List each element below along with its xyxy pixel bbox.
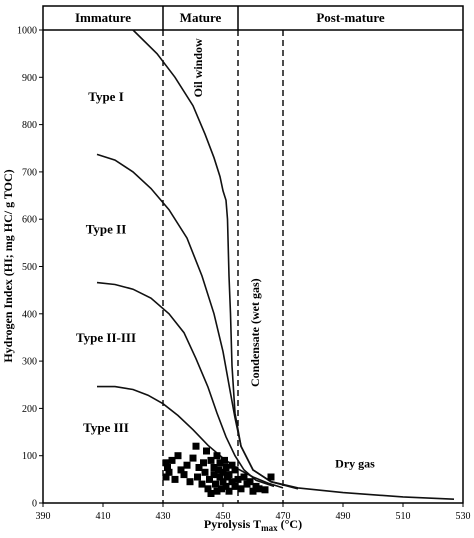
x-tick-label: 390 [36,511,51,522]
y-tick-label: 400 [22,309,37,320]
x-tick-label: 490 [336,511,351,522]
sample-point [267,473,275,481]
sample-point [228,461,236,469]
y-axis-label: Hydrogen Index (HI; mg HC/ g TOC) [1,169,15,362]
sample-point [162,473,170,481]
y-tick-label: 900 [22,73,37,84]
sample-point [219,478,227,486]
sample-point [198,480,206,488]
kerogen-type-label: Type II [86,221,127,236]
dry-gas-label: Dry gas [335,457,375,471]
x-axis-label-sub: max [261,523,278,533]
kerogen-type-label: Type III [83,420,129,435]
sample-point [183,461,191,469]
sample-point [222,464,230,471]
sample-point [225,487,233,495]
sample-point [221,456,228,464]
x-tick-label: 410 [96,511,111,522]
sample-point [194,473,201,481]
y-tick-label: 0 [32,499,37,510]
sample-point [195,464,203,471]
sample-point [216,473,224,481]
sample-point [206,475,213,483]
sample-point [255,485,263,493]
sample-point [249,487,257,495]
sample-point [164,464,171,471]
sample-point [168,456,176,464]
y-tick-label: 600 [22,215,37,226]
sample-point [186,478,194,486]
sample-point [218,485,225,493]
plot-frame [42,5,464,504]
kerogen-type-label: Type II-III [76,330,136,345]
y-tick-label: 500 [22,262,37,273]
sample-point [231,466,239,474]
x-tick-label: 470 [276,511,291,522]
curve-type-ii-iii [96,281,275,488]
sample-point [212,480,219,488]
oil-window-label: Oil window [191,38,205,97]
sample-point [204,485,212,493]
sample-point [210,471,218,479]
x-axis-label: Pyrolysis Tmax (°C) [204,517,302,533]
sample-point [225,471,233,479]
sample-point [216,459,224,467]
sample-point [222,482,230,490]
sample-point [201,468,209,476]
sample-point [246,478,254,486]
y-tick-label: 100 [22,451,37,462]
sample-point [165,468,173,476]
sample-point [162,459,170,467]
sample-point [174,452,182,460]
sample-point [200,459,207,467]
sample-point [231,482,239,490]
x-tick-label: 510 [396,511,411,522]
kerogen-type-label: Type I [88,89,124,104]
x-tick-label: 450 [216,511,231,522]
curve-type-i [132,29,455,500]
zone-label-0: Immature [75,10,131,25]
sample-point [234,475,242,483]
sample-point [261,486,269,494]
x-tick-label: 430 [156,511,171,522]
sample-point [210,464,218,471]
sample-point [228,478,236,486]
y-tick-label: 1000 [17,26,37,37]
x-tick-label: 530 [456,511,471,522]
sample-point [213,487,221,495]
x-axis-label-unit: (°C) [278,517,302,531]
curve-type-iii [97,385,284,489]
sample-point [213,452,221,460]
zone-label-1: Mature [180,10,222,25]
x-axis-label-main: Pyrolysis T [204,517,261,531]
sample-point [180,471,188,479]
sample-point [189,454,197,462]
sample-point [237,485,245,493]
sample-point [215,466,222,474]
sample-point [240,473,248,481]
zone-label-2: Post-mature [316,10,385,25]
sample-point [192,442,200,450]
y-tick-label: 800 [22,120,37,131]
sample-point [203,447,210,455]
y-tick-label: 300 [22,357,37,368]
curve-type-ii [96,153,299,490]
sample-point [177,466,185,474]
sample-point [207,490,215,497]
sample-point [207,456,215,464]
sample-point [171,475,179,483]
y-tick-label: 200 [22,404,37,415]
y-tick-label: 700 [22,167,37,178]
condensate-label: Condensate (wet gas) [248,278,262,387]
sample-point [219,468,227,476]
